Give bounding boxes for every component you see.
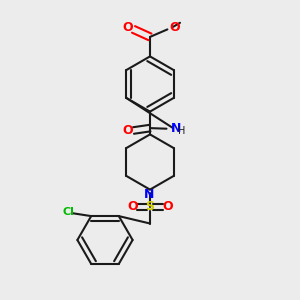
Text: N: N — [170, 122, 181, 135]
Text: H: H — [178, 126, 185, 136]
Text: Cl: Cl — [63, 207, 75, 217]
Text: N: N — [144, 188, 154, 201]
Text: O: O — [169, 21, 179, 34]
Text: O: O — [123, 124, 134, 137]
Text: S: S — [146, 200, 154, 214]
Text: O: O — [162, 200, 173, 214]
Text: O: O — [123, 21, 134, 34]
Text: O: O — [127, 200, 138, 214]
